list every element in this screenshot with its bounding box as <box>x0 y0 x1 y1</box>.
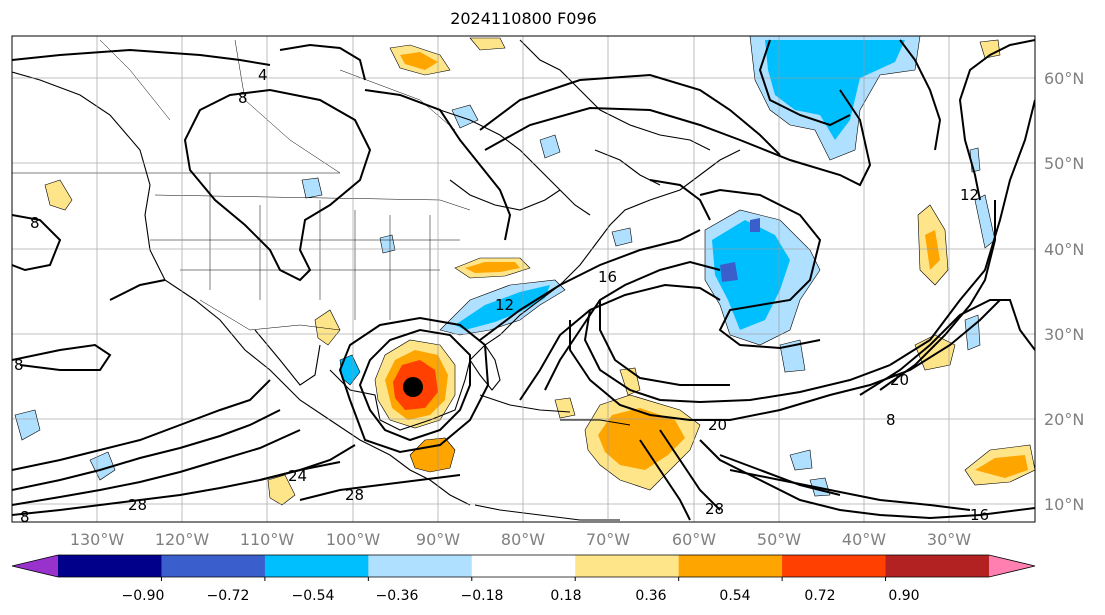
colorbar-tick-label: 0.72 <box>804 588 835 604</box>
colorbar-segment <box>782 555 887 577</box>
colorbar-tick-label: −0.72 <box>207 588 250 604</box>
colorbar-tick-label: −0.90 <box>122 588 165 604</box>
coastlines <box>12 39 741 521</box>
colorbar-segment <box>471 555 576 577</box>
lon-label: 80°W <box>501 530 545 549</box>
lat-label: 20°N <box>1044 410 1084 429</box>
map-area: 4 8 8 8 8 12 16 20 20 24 28 28 28 16 8 1… <box>12 36 1035 526</box>
lon-label: 130°W <box>70 530 125 549</box>
contour-label: 12 <box>495 296 514 314</box>
lon-label: 90°W <box>416 530 460 549</box>
lon-label: 30°W <box>927 530 971 549</box>
political-borders <box>12 39 471 331</box>
lat-label: 50°N <box>1044 154 1084 173</box>
contour-label: 8 <box>14 356 24 374</box>
contour-label: 8 <box>30 214 40 232</box>
plot-title: 2024110800 F096 <box>450 9 597 28</box>
storm-center-marker <box>403 377 423 397</box>
contour-label: 28 <box>705 500 724 518</box>
map-frame <box>11 35 1036 523</box>
lat-label: 10°N <box>1044 495 1084 514</box>
colorbar-tick-label: 0.54 <box>719 588 750 604</box>
lon-label: 70°W <box>586 530 630 549</box>
colorbar-segment <box>885 555 990 577</box>
longitude-labels: 130°W 120°W 110°W 100°W 90°W 80°W 70°W 6… <box>70 530 971 549</box>
lon-label: 40°W <box>842 530 886 549</box>
colorbar-segment <box>575 555 680 577</box>
colorbar-tick-label: −0.18 <box>461 588 504 604</box>
contour-label: 12 <box>960 186 979 204</box>
contour-label: 8 <box>886 411 896 429</box>
lat-label: 60°N <box>1044 69 1084 88</box>
contour-lines <box>12 39 1035 521</box>
colorbar-tick-label: −0.54 <box>292 588 335 604</box>
lat-label: 40°N <box>1044 240 1084 259</box>
contour-label: 20 <box>890 371 909 389</box>
colorbar-segment <box>161 555 266 577</box>
contour-label: 20 <box>708 416 727 434</box>
lon-label: 100°W <box>326 530 381 549</box>
contour-label: 8 <box>20 508 30 526</box>
colorbar-tick-label: 0.36 <box>635 588 666 604</box>
lon-label: 120°W <box>155 530 210 549</box>
colorbar-segment <box>368 555 473 577</box>
colorbar-outline <box>11 554 1036 578</box>
contour-label: 8 <box>238 89 248 107</box>
contour-label: 28 <box>345 486 364 504</box>
colorbar-segment <box>678 555 783 577</box>
colorbar-extend-min <box>12 555 58 577</box>
contour-label: 28 <box>128 496 147 514</box>
contour-label: 24 <box>288 467 307 485</box>
contour-label: 16 <box>970 506 989 524</box>
colorbar-tick-label: 0.90 <box>888 588 919 604</box>
lon-label: 60°W <box>672 530 716 549</box>
colorbar-extend-max <box>989 555 1035 577</box>
gridlines <box>12 36 1035 522</box>
colorbar <box>11 554 1036 581</box>
contour-labels: 4 8 8 8 8 12 16 20 20 24 28 28 28 16 8 1… <box>14 66 989 526</box>
contour-label: 4 <box>258 66 268 84</box>
colorbar-tick-label: 0.18 <box>550 588 581 604</box>
colorbar-segment <box>58 555 162 577</box>
lon-label: 110°W <box>240 530 295 549</box>
colorbar-segment <box>264 555 369 577</box>
colorbar-tick-labels: −0.90 −0.72 −0.54 −0.36 −0.18 0.18 0.36 … <box>122 588 920 604</box>
lon-label: 50°W <box>757 530 801 549</box>
lat-label: 30°N <box>1044 325 1084 344</box>
contour-label: 16 <box>598 268 617 286</box>
latitude-labels: 60°N 50°N 40°N 30°N 20°N 10°N <box>1044 69 1084 514</box>
colorbar-tick-label: −0.36 <box>376 588 419 604</box>
